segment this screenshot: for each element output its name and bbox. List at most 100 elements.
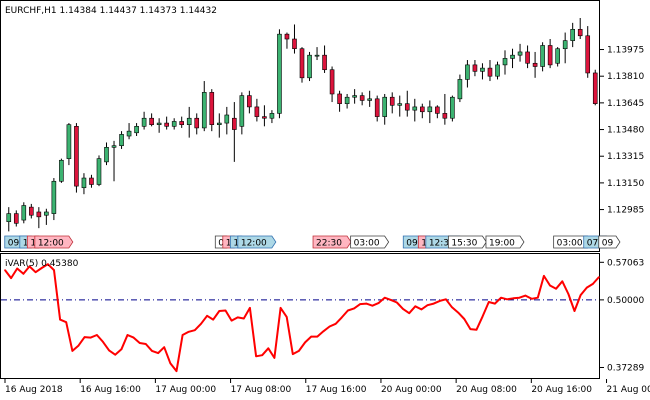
candle-body (472, 64, 478, 72)
ivar-point (40, 267, 43, 269)
ivar-point (273, 357, 276, 359)
indicator-pane-frame[interactable] (0, 253, 600, 379)
candle-body (66, 124, 72, 159)
candle-body (216, 122, 222, 125)
candle (412, 98, 418, 122)
time-tick-label: 16 Aug 16:00 (80, 385, 141, 395)
time-marker-label: 1 (30, 239, 36, 249)
ivar-point (481, 315, 484, 318)
candle (21, 202, 27, 224)
time-marker-label: 12:00 (38, 239, 64, 249)
ivar-point (4, 269, 6, 271)
time-marker-label: 09: (8, 239, 22, 249)
ivar-point (285, 316, 288, 318)
candle (307, 51, 312, 82)
candle (224, 106, 230, 135)
candle (284, 32, 290, 49)
candle (104, 142, 109, 166)
candle-body (186, 117, 192, 125)
candle-body (412, 106, 418, 111)
time-marker-shape (237, 235, 277, 249)
ivar-point (175, 370, 178, 372)
candle (322, 45, 327, 73)
candle-body (292, 38, 297, 50)
time-tick-label: 17 Aug 08:00 (231, 385, 292, 395)
candle-body (562, 40, 568, 50)
ivar-point (408, 312, 411, 315)
time-marker-label: 12:30 (429, 239, 455, 249)
ivar-point (457, 311, 460, 314)
ivar-line (4, 263, 600, 373)
time-marker-label: 1 (226, 239, 232, 249)
ivar-point (304, 341, 306, 344)
ivar-point (328, 325, 331, 328)
candle-body (51, 180, 57, 214)
ivar-point (530, 298, 533, 300)
candle (299, 47, 305, 83)
price-tick-label: 1.13150 (607, 179, 644, 189)
ivar-point (96, 334, 98, 336)
price-pane[interactable] (6, 18, 598, 232)
ivar-point (555, 287, 557, 290)
ivar-point (573, 310, 576, 312)
ivar-point (396, 301, 398, 304)
candle-body (209, 92, 215, 125)
ivar-point (249, 307, 251, 309)
main-pane-frame[interactable] (0, 0, 600, 252)
candle-body (6, 213, 12, 222)
candle-body (36, 211, 42, 218)
ivar-point (28, 265, 31, 268)
candle (547, 39, 553, 69)
ivar-point (255, 355, 257, 358)
candle (119, 131, 124, 149)
candle (239, 92, 245, 135)
candle (517, 43, 523, 62)
time-marker-label: 22:30 (316, 239, 342, 249)
candle (89, 174, 94, 188)
indicator-pane[interactable] (1, 263, 600, 373)
ivar-point (543, 275, 545, 277)
candle-body (435, 106, 440, 114)
ivar-point (83, 336, 86, 338)
ivar-point (475, 328, 478, 331)
candle-body (44, 211, 49, 216)
time-tick-label: 17 Aug 16:00 (306, 385, 367, 395)
candle (374, 95, 380, 122)
candle-body (59, 159, 64, 182)
candle (186, 106, 192, 138)
candle-body (457, 79, 463, 100)
candle-body (450, 96, 455, 119)
time-marker: 03:00 (350, 235, 390, 249)
ivar-point (200, 323, 202, 325)
candle-body (179, 121, 184, 125)
candle (367, 90, 372, 107)
candle-body (442, 113, 448, 119)
ivar-point (261, 354, 264, 357)
ivar-point (579, 294, 582, 296)
ivar-point (298, 350, 300, 352)
candle-body (74, 126, 79, 187)
time-marker-shape (447, 235, 487, 249)
ivar-point (488, 301, 490, 303)
candle-body (420, 106, 425, 113)
candle (359, 92, 365, 106)
ivar-point (598, 276, 600, 278)
price-tick-label: 1.13810 (607, 72, 644, 82)
candle-body (224, 114, 230, 124)
ivar-point (108, 349, 110, 352)
candle (404, 90, 410, 117)
ivar-point (114, 353, 116, 356)
time-marker: 09 (598, 235, 621, 249)
ivar-point (353, 307, 355, 310)
ivar-point (371, 304, 374, 307)
candle-body (322, 54, 327, 71)
ivar-point (586, 286, 588, 289)
candle-body (284, 33, 290, 40)
candle (254, 98, 260, 122)
candle-body (171, 121, 177, 127)
ivar-point (537, 296, 539, 299)
candle-body (352, 95, 357, 98)
candle-body (104, 147, 109, 163)
candle-body (502, 58, 508, 66)
